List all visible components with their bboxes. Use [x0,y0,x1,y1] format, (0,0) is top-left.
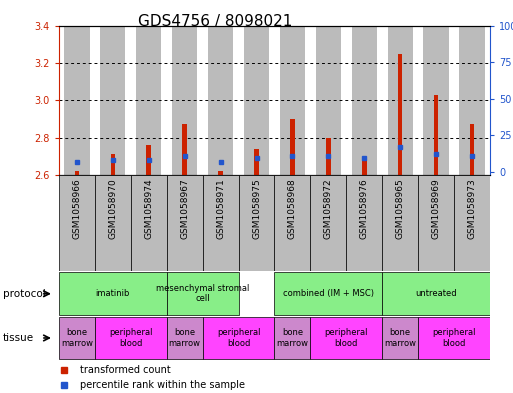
Text: GSM1058968: GSM1058968 [288,179,297,239]
Bar [280,26,305,175]
Text: GSM1058971: GSM1058971 [216,179,225,239]
Text: GSM1058976: GSM1058976 [360,179,369,239]
FancyBboxPatch shape [418,175,454,271]
FancyBboxPatch shape [310,175,346,271]
Bar [362,158,367,175]
Text: percentile rank within the sample: percentile rank within the sample [80,380,245,389]
Text: peripheral
blood: peripheral blood [432,328,476,348]
FancyBboxPatch shape [59,317,95,359]
Text: combined (IM + MSC): combined (IM + MSC) [283,289,374,298]
FancyBboxPatch shape [59,175,95,271]
Text: GSM1058975: GSM1058975 [252,179,261,239]
Text: GSM1058965: GSM1058965 [396,179,405,239]
FancyBboxPatch shape [310,317,382,359]
Bar [387,26,412,175]
FancyBboxPatch shape [274,272,382,316]
Text: bone
marrow: bone marrow [384,328,416,348]
Bar [351,26,377,175]
Bar [136,26,161,175]
Text: bone
marrow: bone marrow [169,328,201,348]
Bar [218,171,223,175]
Bar [254,149,259,175]
Text: untreated: untreated [415,289,457,298]
Text: tissue: tissue [3,333,34,343]
Text: GSM1058970: GSM1058970 [108,179,117,239]
FancyBboxPatch shape [131,175,167,271]
Text: peripheral
blood: peripheral blood [109,328,152,348]
Text: GSM1058973: GSM1058973 [467,179,477,239]
Text: peripheral
blood: peripheral blood [325,328,368,348]
Bar [469,125,475,175]
Bar [326,138,331,175]
Text: GSM1058967: GSM1058967 [180,179,189,239]
FancyBboxPatch shape [382,272,490,316]
Text: transformed count: transformed count [80,365,170,375]
FancyBboxPatch shape [418,317,490,359]
Text: mesenchymal stromal
cell: mesenchymal stromal cell [156,284,249,303]
Bar [208,26,233,175]
Bar [146,145,151,175]
FancyBboxPatch shape [382,317,418,359]
Text: bone
marrow: bone marrow [61,328,93,348]
FancyBboxPatch shape [382,175,418,271]
Bar [100,26,125,175]
Bar [65,26,89,175]
FancyBboxPatch shape [95,175,131,271]
FancyBboxPatch shape [59,272,167,316]
FancyBboxPatch shape [274,317,310,359]
Bar [244,26,269,175]
Text: GSM1058974: GSM1058974 [144,179,153,239]
FancyBboxPatch shape [167,272,239,316]
Bar [398,53,403,175]
FancyBboxPatch shape [95,317,167,359]
FancyBboxPatch shape [239,175,274,271]
Text: GDS4756 / 8098021: GDS4756 / 8098021 [139,14,292,29]
Bar [459,26,484,175]
Bar [172,26,197,175]
FancyBboxPatch shape [454,175,490,271]
Text: GSM1058966: GSM1058966 [72,179,82,239]
Text: protocol: protocol [3,289,45,299]
Text: GSM1058969: GSM1058969 [431,179,441,239]
Bar [182,125,187,175]
Bar [74,171,80,175]
Text: bone
marrow: bone marrow [277,328,308,348]
FancyBboxPatch shape [346,175,382,271]
FancyBboxPatch shape [167,175,203,271]
Bar [423,26,448,175]
FancyBboxPatch shape [167,317,203,359]
Text: peripheral
blood: peripheral blood [217,328,260,348]
Bar [433,95,439,175]
Bar [110,154,115,175]
FancyBboxPatch shape [203,175,239,271]
Bar [290,119,295,175]
Bar [315,26,341,175]
FancyBboxPatch shape [203,317,274,359]
FancyBboxPatch shape [274,175,310,271]
Text: imatinib: imatinib [95,289,130,298]
Text: GSM1058972: GSM1058972 [324,179,333,239]
